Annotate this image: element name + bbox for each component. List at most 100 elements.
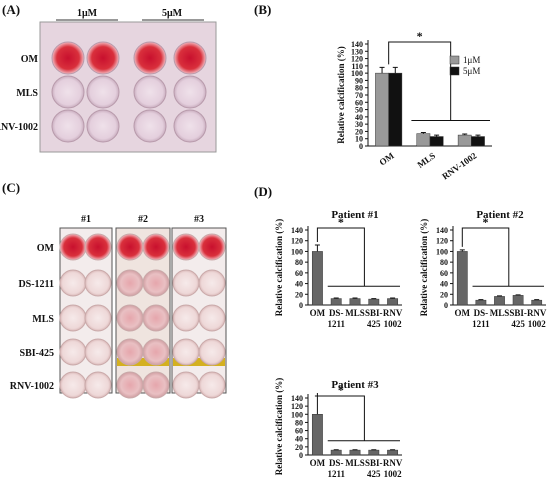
row-label: OM	[21, 54, 39, 65]
panel-label: (D)	[254, 184, 272, 199]
y-axis-label: Relative calcification (%)	[419, 219, 429, 316]
y-tick-label: 0	[444, 301, 448, 310]
well	[59, 233, 87, 261]
bar	[429, 136, 444, 147]
column-label: 1μM	[77, 8, 98, 19]
error-bar	[314, 244, 320, 252]
bar	[512, 295, 524, 306]
well	[142, 371, 170, 399]
well	[84, 233, 112, 261]
well	[198, 233, 226, 261]
bar	[311, 251, 323, 306]
y-tick-label: 60	[440, 269, 448, 278]
legend-label: 1μM	[463, 55, 480, 65]
error-bar	[475, 134, 481, 137]
y-tick-label: 120	[291, 402, 303, 411]
well	[142, 304, 170, 332]
well	[59, 338, 87, 366]
x-tick-label: RNV-1002	[440, 150, 479, 181]
chart-title: Patient #1	[331, 209, 378, 221]
well	[198, 371, 226, 399]
well	[133, 75, 167, 109]
bar	[349, 298, 361, 306]
error-bar	[478, 299, 484, 301]
y-tick-label: 120	[291, 237, 303, 246]
well	[116, 371, 144, 399]
y-tick-label: 100	[436, 247, 448, 256]
y-tick-label: 20	[440, 290, 448, 299]
error-bar	[333, 297, 339, 299]
y-tick-label: 100	[351, 69, 363, 78]
error-bar	[352, 297, 358, 299]
x-tick-label: MLS	[490, 308, 510, 318]
x-tick-label: DS-1211	[472, 308, 490, 329]
well	[86, 75, 120, 109]
error-bar	[534, 299, 540, 301]
y-tick-label: 120	[351, 55, 363, 64]
x-tick-label: DS-1211	[327, 458, 345, 479]
y-tick-label: 140	[436, 226, 448, 235]
well	[59, 269, 87, 297]
bar	[375, 72, 389, 147]
annotation: *	[483, 215, 489, 229]
y-tick-label: 70	[355, 91, 363, 100]
y-tick-label: 120	[436, 237, 448, 246]
well	[51, 41, 85, 75]
x-tick-label: MLS	[345, 458, 365, 468]
well	[59, 371, 87, 399]
error-bar	[371, 298, 377, 300]
x-tick-label: SBI-425	[365, 308, 383, 329]
significance-bracket	[316, 392, 400, 442]
error-bar	[459, 249, 465, 252]
x-tick-label: OM	[310, 308, 326, 318]
y-tick-label: 140	[291, 394, 303, 403]
row-label: MLS	[16, 88, 38, 99]
y-tick-label: 110	[351, 62, 363, 71]
x-tick-label: RNV 1002	[383, 308, 403, 329]
annotation: *	[338, 383, 344, 397]
y-tick-label: 40	[295, 435, 303, 444]
well	[172, 233, 200, 261]
well	[116, 304, 144, 332]
row-label: OM	[37, 243, 55, 254]
y-tick-label: 50	[355, 106, 363, 115]
row-label: SBI-425	[20, 348, 54, 359]
well	[172, 338, 200, 366]
x-tick-label: OM	[310, 458, 326, 468]
y-axis-label: Relative calcification (%)	[274, 219, 284, 316]
bar	[456, 251, 468, 306]
row-label: RNV-1002	[10, 381, 54, 392]
bar	[471, 136, 485, 147]
well	[142, 338, 170, 366]
well	[84, 269, 112, 297]
bar	[387, 298, 399, 306]
y-tick-label: 0	[299, 301, 303, 310]
annotation: *	[338, 215, 344, 229]
y-tick-label: 40	[440, 280, 448, 289]
bar	[330, 449, 342, 456]
well	[173, 109, 207, 143]
error-bar	[390, 297, 396, 299]
plate-photo-a	[39, 21, 217, 153]
bar	[416, 133, 431, 147]
well	[86, 41, 120, 75]
significance-bracket	[316, 227, 400, 287]
panel-label: (C)	[2, 180, 20, 195]
bar	[330, 298, 342, 306]
legend-label: 5μM	[463, 66, 480, 76]
y-tick-label: 80	[355, 84, 363, 93]
error-bar	[462, 133, 468, 136]
y-tick-label: 140	[351, 40, 363, 49]
well	[133, 109, 167, 143]
y-tick-label: 90	[355, 76, 363, 85]
bar	[368, 449, 380, 456]
yellow-band	[173, 358, 225, 366]
y-tick-label: 80	[440, 258, 448, 267]
well	[51, 75, 85, 109]
x-tick-label: SBI-425	[365, 458, 383, 479]
x-tick-label: OM	[455, 308, 471, 318]
well	[116, 269, 144, 297]
yellow-band	[117, 358, 169, 366]
x-tick-label: OM	[377, 150, 396, 167]
y-tick-label: 100	[291, 410, 303, 419]
